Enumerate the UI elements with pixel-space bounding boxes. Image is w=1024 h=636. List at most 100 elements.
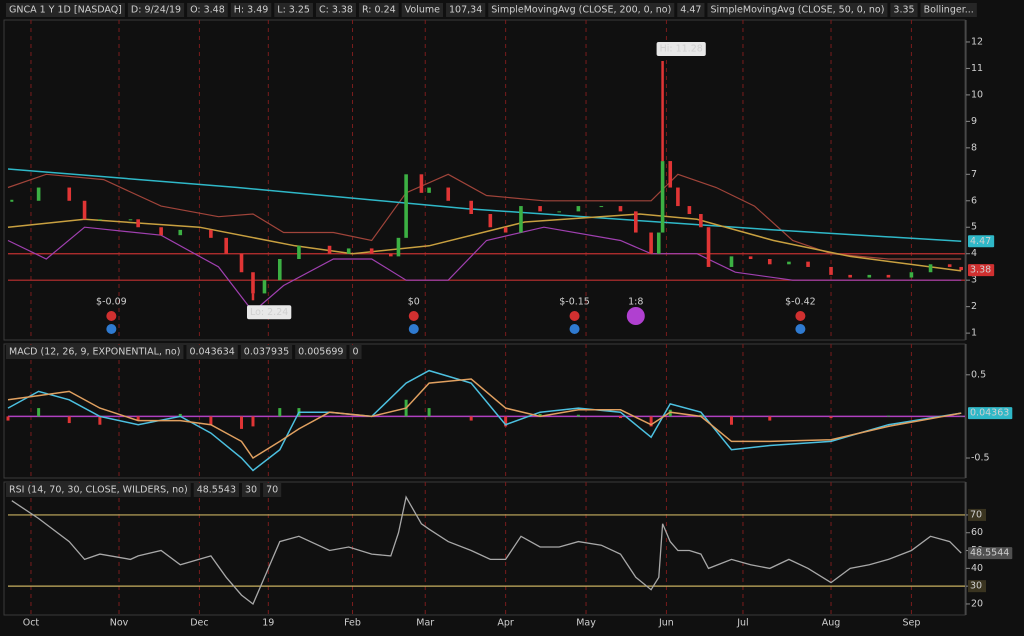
candle (209, 229, 213, 238)
candle (687, 206, 692, 215)
header-info: C: 3.38 (319, 5, 353, 16)
header-info: 107,34 (449, 5, 482, 16)
y-tick-label: 60 (971, 527, 983, 538)
header-box (274, 3, 313, 17)
header-info: D: 9/24/19 (131, 5, 181, 16)
histogram-bar (209, 416, 213, 425)
x-tick-label: Aug (822, 618, 841, 629)
event-icon (408, 311, 419, 321)
header-box (6, 345, 184, 359)
histogram-bar (6, 416, 10, 421)
header-box (127, 3, 185, 17)
histogram-bar (768, 416, 772, 421)
histogram-bar (278, 408, 282, 417)
candle (656, 232, 661, 254)
bollinger-band (7, 226, 962, 313)
candle (419, 174, 424, 193)
y-tick-label: 8 (971, 142, 977, 153)
histogram-bar (504, 416, 508, 427)
event-icon (106, 311, 117, 321)
histogram-bar (427, 408, 431, 417)
candle (928, 264, 933, 273)
value-tag (968, 264, 995, 277)
study-name: SimpleMovingAvg (CLOSE, 200, 0, no) (491, 5, 671, 16)
y-tick-label: 0.5 (971, 369, 986, 380)
event-icon (626, 307, 645, 325)
x-tick-label: May (576, 618, 596, 629)
histogram-bar (729, 416, 733, 425)
candle (239, 253, 244, 273)
candle (10, 199, 14, 202)
event-icon (795, 311, 806, 321)
histogram-bar (538, 413, 542, 417)
candle (787, 261, 791, 265)
event-icon (569, 311, 580, 321)
y-tick-label: 11 (971, 63, 983, 74)
readout: 0 (352, 347, 358, 358)
x-tick-label: 19 (262, 618, 274, 629)
macd-line (7, 378, 962, 460)
event-label: 1:8 (628, 297, 643, 308)
y-tick-label: 20 (971, 598, 983, 609)
y-tick-label: 2 (971, 301, 977, 312)
header-box (240, 345, 293, 359)
moving-average (7, 213, 962, 272)
x-tick-label: Oct (23, 618, 40, 629)
header-box (315, 3, 356, 17)
level-tag (968, 508, 986, 521)
value-tag (968, 235, 995, 248)
rsi-line (11, 495, 962, 606)
header-box (401, 3, 444, 17)
candle (159, 227, 163, 236)
header-info: Volume (405, 5, 440, 16)
header-box (707, 3, 888, 17)
candle (446, 187, 451, 201)
histogram-bar (136, 416, 140, 421)
candle (618, 206, 623, 212)
y-tick-label: 4 (971, 248, 977, 259)
study-value: 4.47 (680, 5, 701, 16)
study-title: MACD (12, 26, 9, EXPONENTIAL, no) (9, 347, 180, 358)
histogram-bar (98, 416, 102, 425)
level-tag-label: 30 (970, 581, 982, 592)
value-tag-label: 0.04363 (970, 408, 1009, 419)
level-tag-label: 70 (970, 509, 982, 520)
header-box (358, 3, 399, 17)
header-box (920, 3, 977, 17)
candle (729, 256, 734, 267)
candle (676, 187, 680, 207)
candle (668, 161, 673, 188)
y-tick-label: 40 (971, 563, 983, 574)
pane-border (3, 343, 966, 479)
value-tag-label: 48.5544 (970, 548, 1009, 559)
x-tick-label: Jun (658, 618, 674, 629)
histogram-bar (699, 414, 703, 417)
moving-average (7, 168, 962, 243)
header-box (193, 483, 239, 497)
candle (538, 206, 542, 212)
annotation-label: Lo: 2.24 (250, 307, 288, 318)
pane-border (3, 481, 966, 616)
readout: 0.043634 (189, 347, 234, 358)
candle (369, 248, 374, 254)
header-box (230, 3, 272, 17)
annotation-box (656, 42, 706, 57)
candle (396, 237, 401, 257)
header-box (446, 3, 486, 17)
candle (649, 232, 653, 254)
header-box (295, 345, 347, 359)
candle (748, 256, 753, 260)
y-tick-label: 6 (971, 195, 977, 206)
candle (959, 266, 963, 271)
candle (699, 214, 703, 228)
event-icon-secondary (408, 324, 419, 334)
candle (224, 237, 228, 254)
candle (519, 206, 523, 233)
study-title: RSI (14, 70, 30, CLOSE, WILDERS, no) (9, 485, 188, 496)
header-info: O: 3.48 (190, 5, 225, 16)
header-box (242, 483, 261, 497)
value-tag (968, 407, 1013, 420)
y-tick-label: 7 (971, 169, 977, 180)
